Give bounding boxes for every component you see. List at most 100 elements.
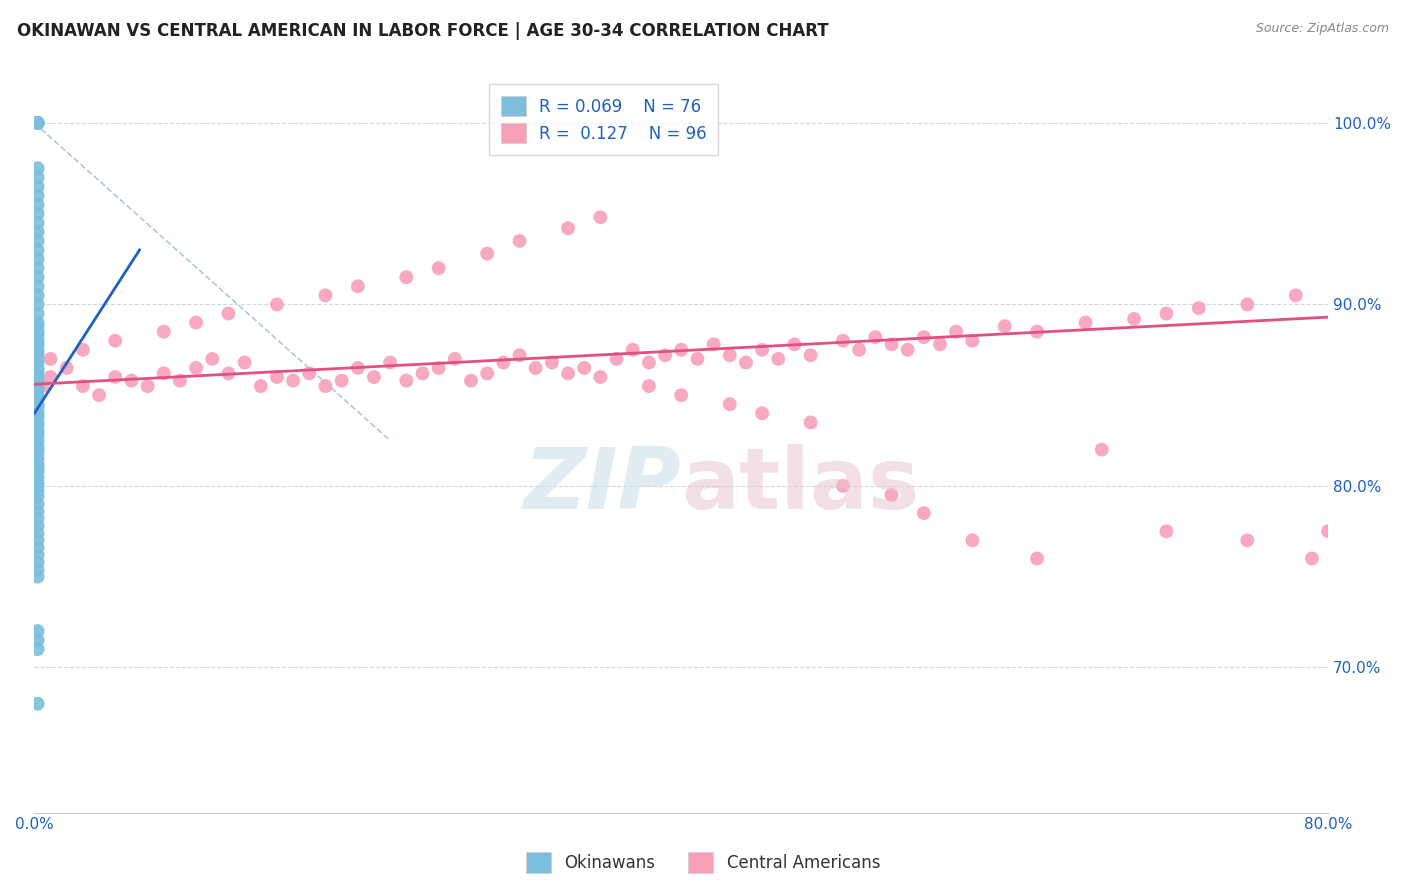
Point: [27, 234, 49, 248]
Point: [27, 497, 49, 511]
Point: [314, 288, 336, 302]
Point: [27, 428, 49, 442]
Point: [27, 343, 49, 357]
Text: atlas: atlas: [682, 443, 920, 526]
Point: [27, 624, 49, 638]
Text: ZIP: ZIP: [523, 443, 682, 526]
Point: [800, 416, 823, 430]
Point: [27, 442, 49, 457]
Point: [945, 325, 967, 339]
Point: [27, 541, 49, 555]
Point: [848, 343, 870, 357]
Legend: R = 0.069    N = 76, R =  0.127    N = 96: R = 0.069 N = 76, R = 0.127 N = 96: [489, 84, 718, 155]
Text: Source: ZipAtlas.com: Source: ZipAtlas.com: [1256, 22, 1389, 36]
Point: [249, 379, 271, 393]
Point: [1301, 551, 1323, 566]
Point: [27, 451, 49, 466]
Point: [298, 367, 321, 381]
Point: [169, 374, 191, 388]
Point: [412, 367, 434, 381]
Point: [27, 360, 49, 375]
Point: [395, 270, 418, 285]
Point: [718, 397, 741, 411]
Point: [929, 337, 952, 351]
Point: [27, 490, 49, 504]
Point: [55, 360, 77, 375]
Point: [477, 246, 499, 260]
Point: [27, 475, 49, 490]
Point: [27, 319, 49, 334]
Point: [27, 479, 49, 493]
Point: [1236, 297, 1258, 311]
Point: [314, 379, 336, 393]
Legend: Okinawans, Central Americans: Okinawans, Central Americans: [519, 846, 887, 880]
Point: [1026, 325, 1049, 339]
Point: [557, 367, 579, 381]
Point: [1188, 301, 1211, 315]
Point: [27, 460, 49, 475]
Point: [27, 334, 49, 348]
Point: [27, 526, 49, 541]
Point: [735, 355, 758, 369]
Point: [1317, 524, 1340, 539]
Point: [27, 511, 49, 525]
Point: [346, 360, 368, 375]
Point: [152, 325, 174, 339]
Point: [589, 370, 612, 384]
Point: [962, 334, 984, 348]
Point: [27, 337, 49, 351]
Point: [880, 488, 903, 502]
Text: OKINAWAN VS CENTRAL AMERICAN IN LABOR FORCE | AGE 30-34 CORRELATION CHART: OKINAWAN VS CENTRAL AMERICAN IN LABOR FO…: [17, 22, 828, 40]
Point: [27, 569, 49, 583]
Point: [27, 392, 49, 406]
Point: [27, 383, 49, 397]
Point: [27, 355, 49, 369]
Point: [768, 351, 790, 366]
Point: [783, 337, 806, 351]
Point: [27, 374, 49, 388]
Point: [27, 243, 49, 257]
Point: [621, 343, 644, 357]
Point: [378, 355, 401, 369]
Point: [912, 330, 935, 344]
Point: [912, 506, 935, 520]
Point: [395, 374, 418, 388]
Point: [27, 365, 49, 379]
Point: [27, 439, 49, 453]
Point: [27, 316, 49, 330]
Point: [460, 374, 482, 388]
Point: [217, 306, 239, 320]
Point: [87, 388, 110, 402]
Point: [427, 261, 450, 276]
Point: [541, 355, 564, 369]
Point: [27, 697, 49, 711]
Point: [492, 355, 515, 369]
Point: [184, 316, 207, 330]
Point: [1236, 533, 1258, 548]
Point: [1026, 551, 1049, 566]
Point: [27, 270, 49, 285]
Point: [27, 346, 49, 360]
Point: [27, 179, 49, 194]
Point: [27, 216, 49, 230]
Point: [1156, 306, 1178, 320]
Point: [39, 351, 62, 366]
Point: [39, 370, 62, 384]
Point: [880, 337, 903, 351]
Point: [832, 479, 855, 493]
Point: [31, 379, 53, 393]
Point: [27, 484, 49, 499]
Point: [27, 116, 49, 130]
Point: [201, 351, 224, 366]
Point: [509, 234, 531, 248]
Point: [72, 379, 94, 393]
Point: [27, 425, 49, 439]
Point: [27, 328, 49, 343]
Point: [27, 252, 49, 266]
Point: [27, 297, 49, 311]
Point: [27, 207, 49, 221]
Point: [27, 470, 49, 484]
Point: [104, 370, 127, 384]
Point: [27, 188, 49, 202]
Point: [832, 334, 855, 348]
